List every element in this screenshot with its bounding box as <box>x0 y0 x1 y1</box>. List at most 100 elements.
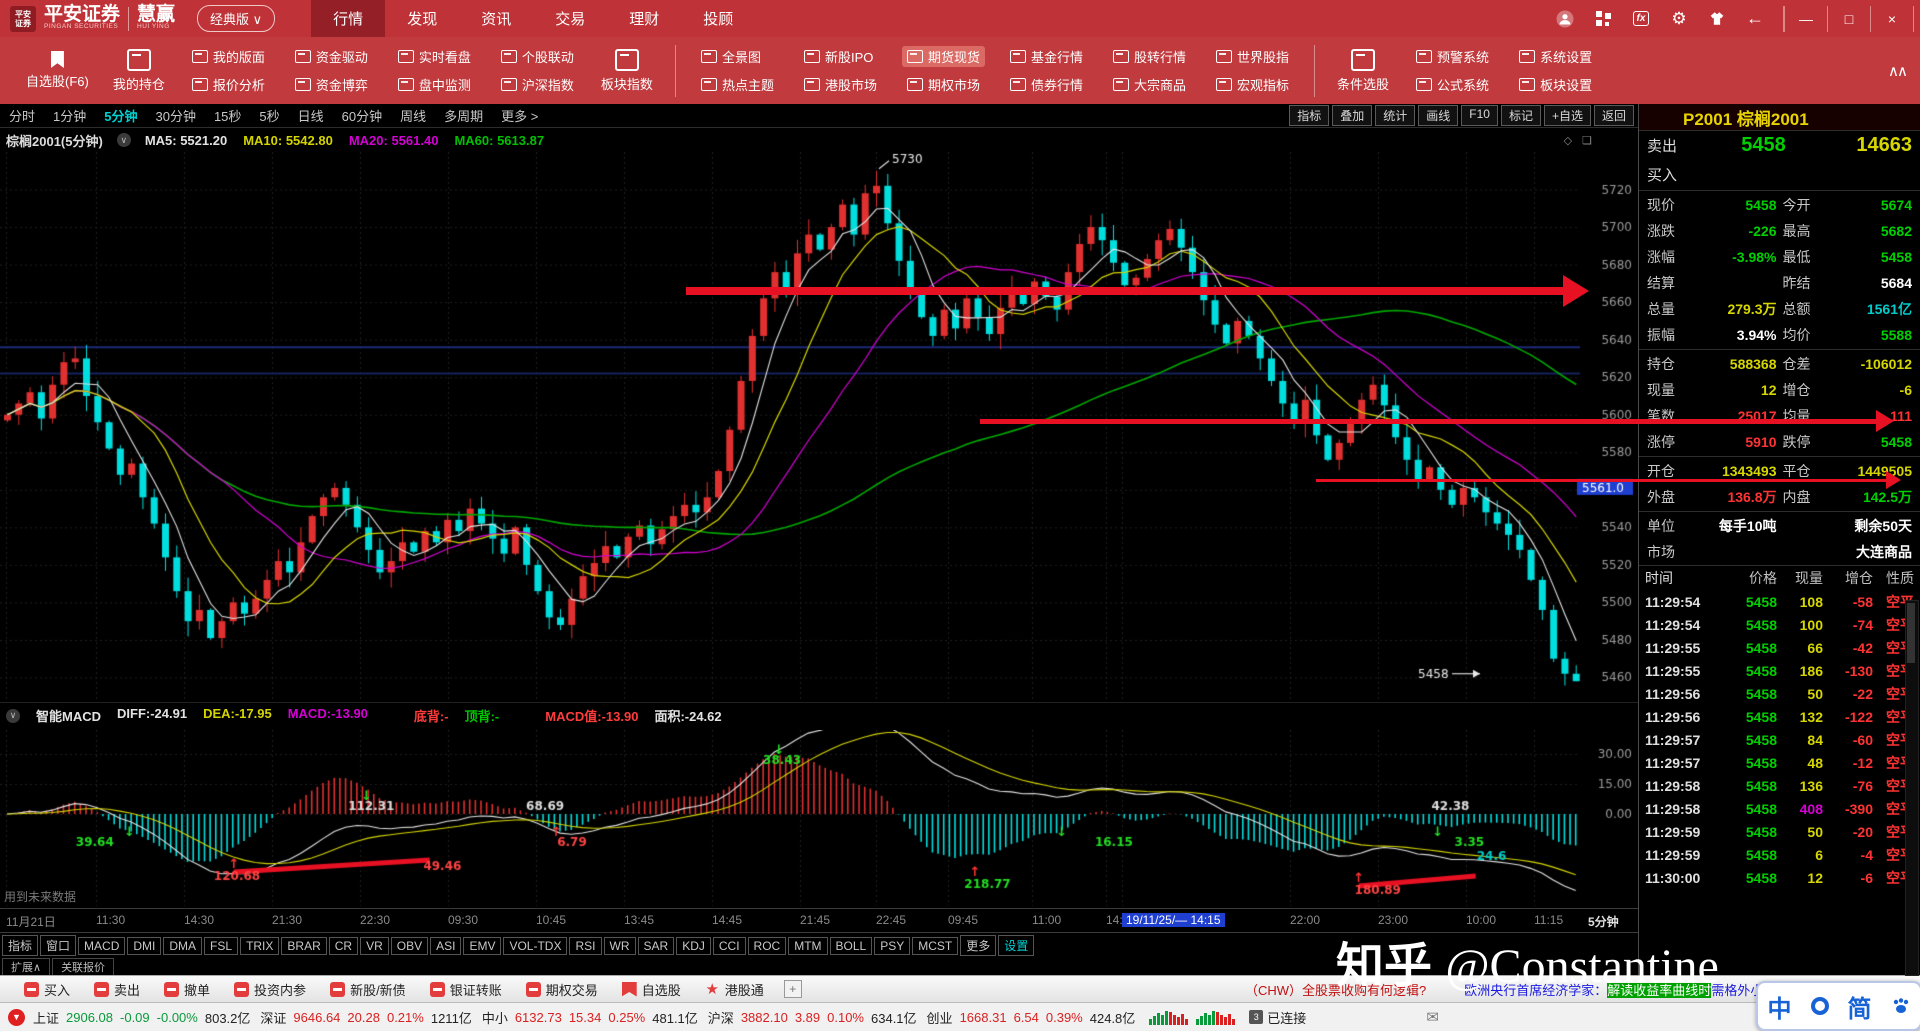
toolbar-新股IPO[interactable]: 新股IPO <box>799 46 882 67</box>
corner-icon[interactable]: ❏ <box>1582 134 1592 147</box>
index-深证[interactable]: 深证 9646.64 20.28 0.21% 1211亿 <box>260 1008 471 1027</box>
toolbar-自选股(F6)[interactable]: 自选股(F6) <box>26 51 89 90</box>
tick-row[interactable]: 11:29:58 5458 136 -76 空平 <box>1639 774 1920 797</box>
news-item[interactable]: （CHW）全股票收购有何逻辑? <box>1245 980 1426 999</box>
toolbar-资金博弈[interactable]: 资金博弈 <box>290 74 373 95</box>
period-5秒[interactable]: 5秒 <box>259 109 280 124</box>
toolbar-我的持仓[interactable]: 我的持仓 <box>113 48 165 93</box>
bottom-银证转账[interactable]: 银证转账 <box>429 980 502 999</box>
toolbar-期权市场[interactable]: 期权市场 <box>902 74 985 95</box>
toolbar-沪深指数[interactable]: 沪深指数 <box>496 74 579 95</box>
toolbar-系统设置[interactable]: 系统设置 <box>1514 46 1597 67</box>
tick-row[interactable]: 11:29:59 5458 50 -20 空平 <box>1639 820 1920 843</box>
toolbar-盘中监测[interactable]: 盘中监测 <box>393 74 476 95</box>
tab-窗口[interactable]: 窗口 <box>40 935 77 956</box>
tick-row[interactable]: 11:29:56 5458 50 -22 空平 <box>1639 682 1920 705</box>
button-叠加[interactable]: 叠加 <box>1332 105 1373 126</box>
tick-row[interactable]: 11:29:57 5458 84 -60 空平 <box>1639 728 1920 751</box>
toolbar-资金驱动[interactable]: 资金驱动 <box>290 46 373 67</box>
maximize-button[interactable]: □ <box>1827 5 1870 32</box>
tick-row[interactable]: 11:29:56 5458 132 -122 空平 <box>1639 705 1920 728</box>
period-60分钟[interactable]: 60分钟 <box>341 109 383 124</box>
button-标记[interactable]: 标记 <box>1500 105 1541 126</box>
menu-发现[interactable]: 发现 <box>407 11 438 28</box>
bottom-卖出[interactable]: 卖出 <box>94 980 140 999</box>
news-item[interactable]: 欧洲央行首席经济学家：解读收益率曲线时需格外小心 <box>1464 980 1776 999</box>
tab-BRAR[interactable]: BRAR <box>281 936 327 955</box>
toolbar-条件选股[interactable]: 条件选股 <box>1337 48 1389 93</box>
button-+自选[interactable]: +自选 <box>1543 105 1591 126</box>
menu-交易[interactable]: 交易 <box>555 11 586 28</box>
tab-CR[interactable]: CR <box>328 936 359 955</box>
tab-OBV[interactable]: OBV <box>390 936 429 955</box>
tab-VR[interactable]: VR <box>360 936 389 955</box>
button-画线[interactable]: 画线 <box>1418 105 1459 126</box>
toolbar-报价分析[interactable]: 报价分析 <box>187 74 270 95</box>
market-status-icon[interactable]: ▼ <box>8 1008 25 1026</box>
tab-DMI[interactable]: DMI <box>127 936 162 955</box>
ask-row[interactable]: 卖出 5458 14663 <box>1639 131 1920 160</box>
tab-KDJ[interactable]: KDJ <box>676 936 711 955</box>
tick-row[interactable]: 11:29:54 5458 108 -58 空平 <box>1639 590 1920 613</box>
period-1分钟[interactable]: 1分钟 <box>53 109 87 124</box>
tab-VOL-TDX[interactable]: VOL-TDX <box>503 936 568 955</box>
main-chart-canvas[interactable] <box>0 152 1638 700</box>
menu-行情[interactable]: 行情 <box>311 0 386 37</box>
bottom-港股通[interactable]: ★ 港股通 <box>705 980 764 999</box>
skin-shirt-icon[interactable] <box>1707 9 1727 29</box>
scrollbar-thumb[interactable] <box>1907 603 1915 663</box>
toolbar-宏观指标[interactable]: 宏观指标 <box>1211 74 1294 95</box>
tab-MTM[interactable]: MTM <box>788 936 828 955</box>
index-中小[interactable]: 中小 6132.73 15.34 0.25% 481.1亿 <box>482 1008 698 1027</box>
version-selector[interactable]: 经典版 ∨ <box>197 5 276 32</box>
ime-popup[interactable]: 中 简 <box>1756 981 1920 1031</box>
linked-quote-tab[interactable]: 关联报价 <box>52 958 115 975</box>
bottom-投资内参[interactable]: 投资内参 <box>234 980 306 999</box>
tab-ASI[interactable]: ASI <box>430 936 462 955</box>
ime-simplified-toggle[interactable]: 简 <box>1847 995 1872 1023</box>
toolbar-collapse-icon[interactable]: ∧∧ <box>1888 62 1908 80</box>
tab-RSI[interactable]: RSI <box>569 936 602 955</box>
period-多周期[interactable]: 多周期 <box>444 109 484 124</box>
period-30分钟[interactable]: 30分钟 <box>155 109 196 124</box>
ime-paw-icon[interactable] <box>1891 996 1911 1016</box>
macd-chart-canvas[interactable] <box>0 730 1638 906</box>
toolbar-公式系统[interactable]: 公式系统 <box>1411 74 1494 95</box>
tab-FSL[interactable]: FSL <box>204 936 239 955</box>
user-avatar-icon[interactable] <box>1555 9 1575 29</box>
tick-row[interactable]: 11:30:00 5458 12 -6 空平 <box>1639 866 1920 889</box>
minimize-button[interactable]: — <box>1784 5 1827 32</box>
index-创业[interactable]: 创业 1668.31 6.54 0.39% 424.8亿 <box>927 1008 1136 1027</box>
tab-更多[interactable]: 更多 <box>960 935 997 956</box>
toolbar-板块指数[interactable]: 板块指数 <box>601 48 653 93</box>
tick-row[interactable]: 11:29:55 5458 66 -42 空平 <box>1639 636 1920 659</box>
settings-gear-icon[interactable]: ⚙ <box>1671 8 1687 28</box>
scrollbar[interactable] <box>1905 600 1919 976</box>
period-更多 >[interactable]: 更多 > <box>501 109 539 124</box>
tab-PSY[interactable]: PSY <box>874 936 911 955</box>
expand-tab[interactable]: 扩展∧ <box>2 958 51 975</box>
button-F10[interactable]: F10 <box>1461 105 1498 126</box>
period-周线[interactable]: 周线 <box>400 109 427 124</box>
toolbar-我的版面[interactable]: 我的版面 <box>187 46 270 67</box>
toolbar-债券行情[interactable]: 债券行情 <box>1005 74 1088 95</box>
chevron-down-icon[interactable]: ∨ <box>6 708 20 723</box>
button-统计[interactable]: 统计 <box>1375 105 1416 126</box>
tick-row[interactable]: 11:29:58 5458 408 -390 空平 <box>1639 797 1920 820</box>
bottom-新股/新债[interactable]: 新股/新债 <box>330 980 406 999</box>
toolbar-港股市场[interactable]: 港股市场 <box>799 74 882 95</box>
toolbar-股转行情[interactable]: 股转行情 <box>1108 46 1191 67</box>
tab-ROC[interactable]: ROC <box>747 936 787 955</box>
bottom-自选股[interactable]: 自选股 <box>621 980 681 999</box>
menu-投顾[interactable]: 投顾 <box>703 11 734 28</box>
index-沪深[interactable]: 沪深 3882.10 3.89 0.10% 634.1亿 <box>708 1008 917 1027</box>
bottom-撤单[interactable]: 撤单 <box>164 980 210 999</box>
toolbar-板块设置[interactable]: 板块设置 <box>1514 74 1597 95</box>
ime-lang-toggle[interactable]: 中 <box>1767 995 1792 1023</box>
dashboard-grid-icon[interactable] <box>1593 9 1613 29</box>
period-15秒[interactable]: 15秒 <box>213 109 242 124</box>
toolbar-热点主题[interactable]: 热点主题 <box>696 74 779 95</box>
back-arrow-icon[interactable]: ← <box>1746 8 1764 28</box>
tab-MACD[interactable]: MACD <box>78 936 126 955</box>
toolbar-大宗商品[interactable]: 大宗商品 <box>1108 74 1191 95</box>
